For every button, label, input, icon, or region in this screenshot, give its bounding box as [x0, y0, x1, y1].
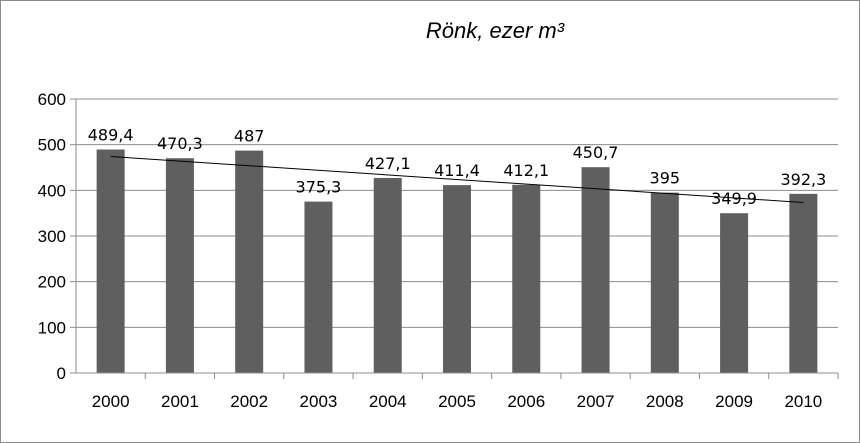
bar-2001 [165, 158, 194, 373]
bar-2006 [512, 184, 541, 373]
bar-2002 [235, 150, 264, 373]
data-label: 375,3 [296, 178, 342, 197]
bar-2007 [581, 167, 610, 373]
data-label: 412,1 [503, 161, 549, 180]
bar-2004 [373, 177, 402, 373]
x-tick-label: 2006 [507, 392, 545, 411]
data-label: 489,4 [88, 126, 134, 145]
y-tick-label: 500 [38, 136, 66, 155]
data-label: 349,9 [711, 189, 757, 208]
data-label: 411,4 [434, 161, 480, 180]
data-label: 395 [650, 169, 681, 188]
x-tick-label: 2001 [161, 392, 199, 411]
x-tick-label: 2010 [784, 392, 822, 411]
data-labels: 489,4 470,3 487 375,3 427,1 411,4 412,1 450,7 39… [88, 126, 827, 209]
bars [96, 149, 818, 373]
data-label: 470,3 [157, 134, 203, 153]
data-label: 392,3 [780, 170, 826, 189]
x-tick-label: 2009 [715, 392, 753, 411]
y-tick-label: 600 [38, 90, 66, 109]
x-tick-label: 2000 [92, 392, 130, 411]
bar-2003 [304, 201, 333, 373]
x-tick-labels: 2000 2001 2002 2003 2004 2005 2006 2007 2008 2009… [92, 392, 823, 411]
bar-2010 [789, 193, 818, 373]
x-tick-label: 2005 [438, 392, 476, 411]
x-tick-label: 2008 [646, 392, 684, 411]
bar-2000 [96, 149, 125, 373]
data-label: 450,7 [573, 143, 619, 162]
y-tick-label: 0 [57, 364, 66, 383]
bar-2008 [650, 192, 679, 373]
bar-2005 [443, 185, 471, 373]
axes [70, 98, 839, 379]
trendline [110, 156, 804, 204]
data-label: 427,1 [365, 154, 411, 173]
data-label: 487 [234, 127, 265, 146]
y-tick-label: 100 [38, 318, 66, 337]
y-tick-label: 200 [38, 273, 66, 292]
y-tick-label: 300 [38, 227, 66, 246]
bar-2009 [720, 213, 749, 373]
chart-title: Rönk, ezer m³ [425, 18, 565, 43]
x-tick-label: 2003 [300, 392, 338, 411]
y-tick-label: 400 [38, 181, 66, 200]
x-tick-label: 2004 [369, 392, 407, 411]
y-tick-labels: 0 100 200 300 400 500 600 [38, 90, 66, 383]
x-tick-label: 2007 [577, 392, 615, 411]
trend-line [110, 156, 804, 204]
x-tick-label: 2002 [230, 392, 268, 411]
